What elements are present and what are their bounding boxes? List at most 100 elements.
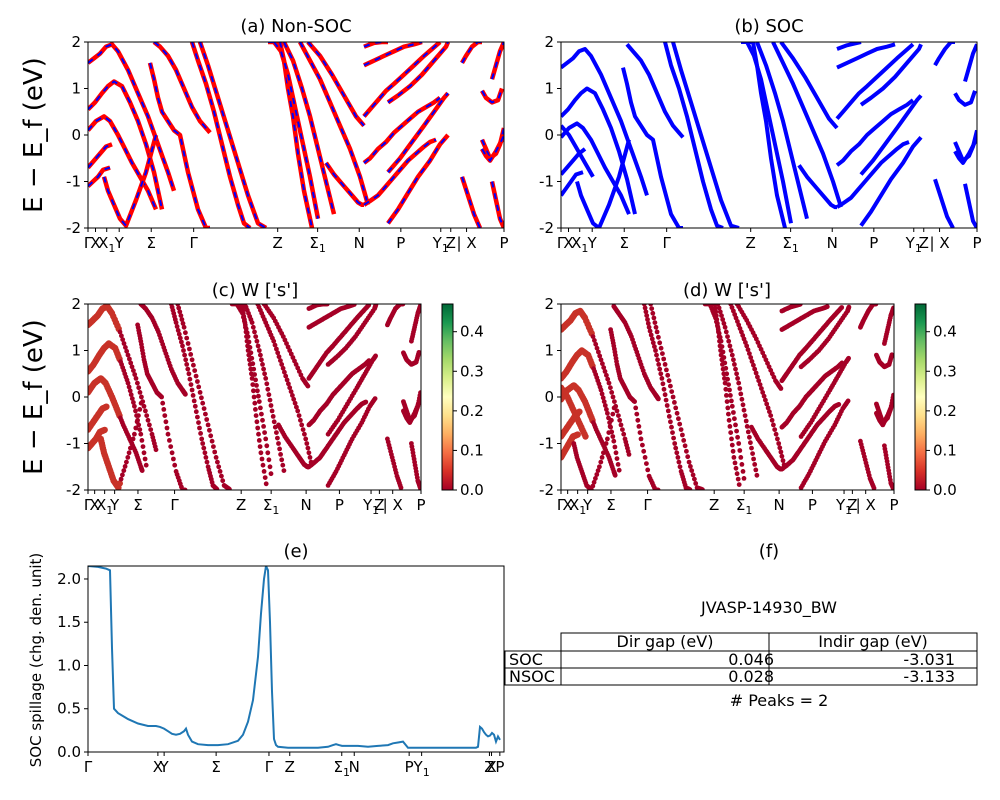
band-line-overlay: [283, 42, 335, 215]
weight-point: [253, 407, 258, 412]
weight-point: [275, 350, 281, 356]
weight-point: [662, 362, 668, 367]
weight-point: [748, 440, 753, 446]
weight-point: [294, 404, 299, 410]
weight-point: [657, 366, 663, 372]
band-line-overlay: [153, 42, 211, 134]
y-tick-label: 2.0: [57, 570, 81, 588]
weight-point: [254, 419, 260, 425]
x-tick-label: Γ: [84, 758, 93, 776]
x-tick-label: Y: [582, 496, 593, 514]
weight-point: [765, 405, 771, 411]
weight-point: [179, 339, 184, 345]
weight-point: [742, 413, 748, 418]
weight-point: [139, 394, 144, 400]
weight-point: [284, 377, 290, 383]
weight-point: [127, 388, 133, 394]
weight-point: [196, 420, 201, 425]
weight-point: [727, 387, 732, 393]
x-tick-label: Z: [273, 234, 283, 252]
weight-point: [258, 405, 263, 411]
weight-point: [663, 397, 669, 403]
weight-point: [137, 390, 143, 395]
weight-point: [736, 380, 742, 386]
band-line: [386, 91, 450, 174]
panel-c-colorbar: 0.0 0.1 0.2 0.3 0.4: [441, 303, 484, 499]
weight-point: [647, 328, 653, 334]
x-tick-label: | X: [856, 496, 876, 514]
weight-point: [271, 338, 277, 344]
weight-point: [614, 456, 620, 461]
x-tick-label: X: [563, 496, 573, 514]
weight-point: [596, 349, 601, 355]
weight-point: [756, 378, 762, 384]
weight-point: [302, 431, 307, 437]
weight-point: [718, 338, 724, 344]
x-tick-label: Γ: [170, 496, 179, 514]
panel-e-y-axis-label: SOC spillage (chg. den. unit): [27, 553, 45, 768]
colorbar-tick-label: 0.0: [460, 481, 484, 499]
weight-point: [727, 424, 733, 429]
weight-point: [749, 445, 754, 451]
band-line-overlay: [481, 88, 503, 104]
weight-point: [192, 368, 198, 373]
weight-point: [590, 334, 596, 339]
band-line: [797, 164, 837, 210]
x-tick-label: N: [354, 234, 365, 252]
weight-point: [303, 436, 309, 442]
x-tick-label: | X: [457, 234, 477, 252]
weight-point: [208, 433, 214, 439]
table-cell-value: 0.046: [728, 650, 774, 669]
weight-point: [373, 304, 379, 308]
weight-point: [692, 476, 697, 482]
panel-b-plot-area: [561, 42, 977, 228]
weight-point: [676, 416, 681, 422]
x-tick-label: Z: [709, 496, 719, 514]
weight-point: [195, 379, 200, 384]
weight-point: [203, 411, 208, 417]
weight-point: [653, 324, 659, 330]
weight-point: [723, 329, 729, 335]
weight-point: [778, 386, 784, 391]
weight-point: [653, 348, 658, 353]
weight-point: [280, 365, 286, 371]
spillage-line: [88, 566, 501, 749]
x-tick-label: Z: [446, 234, 456, 252]
band-line-overlay: [387, 134, 449, 224]
weight-point: [256, 348, 262, 353]
weight-point: [220, 478, 226, 484]
weight-point: [593, 341, 599, 347]
weight-point: [611, 405, 617, 411]
weight-point: [727, 343, 733, 349]
weight-point: [137, 427, 143, 432]
weight-point: [260, 362, 265, 367]
x-tick-label: Σ1: [309, 234, 325, 255]
weight-point: [270, 414, 276, 419]
weight-point: [772, 427, 778, 432]
weight-point: [755, 374, 760, 380]
weight-point: [601, 450, 606, 456]
panel-d-colorbar: 0.0 0.1 0.2 0.3 0.4: [914, 303, 957, 499]
band-line: [272, 42, 321, 220]
table-header-dir-gap: Dir gap (eV): [617, 632, 714, 651]
band-line-overlay: [88, 143, 113, 169]
weight-point: [248, 350, 254, 356]
weight-point: [891, 486, 894, 490]
weight-point: [673, 445, 679, 451]
weight-point: [249, 355, 255, 361]
weight-point: [714, 319, 719, 325]
colorbar-tick-label: 0.2: [460, 402, 484, 420]
weight-point: [132, 431, 137, 437]
colorbar-tick-label: 0.3: [460, 362, 484, 380]
weight-point: [200, 441, 206, 446]
weight-point: [661, 356, 667, 362]
weight-point: [752, 366, 758, 372]
weight-point: [733, 422, 738, 428]
band-line: [561, 124, 595, 178]
weight-point: [288, 389, 294, 394]
weight-point: [730, 448, 736, 454]
weight-point: [276, 354, 282, 360]
weight-point: [259, 357, 264, 363]
weight-point: [140, 444, 146, 449]
weight-point: [582, 433, 589, 440]
